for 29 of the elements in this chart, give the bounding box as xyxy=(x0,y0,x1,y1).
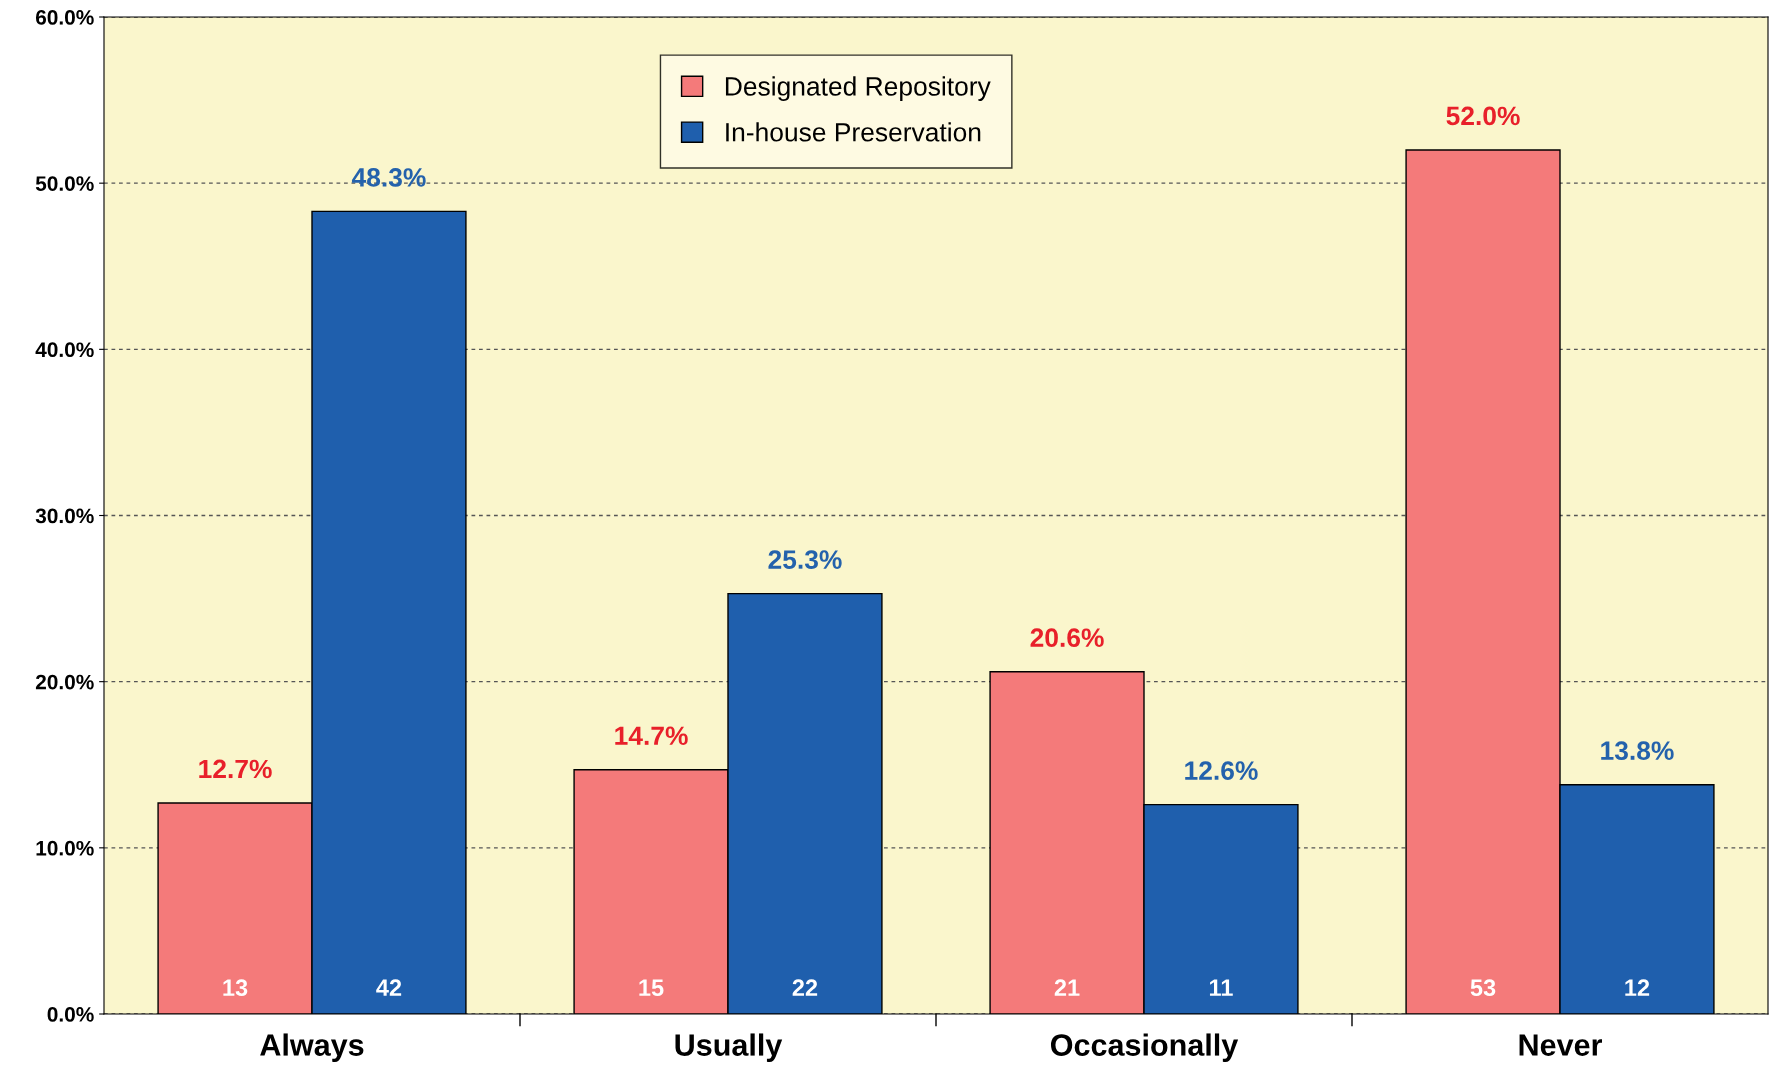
annotation: 42 xyxy=(376,979,402,996)
data-label: 12.7% xyxy=(199,759,272,779)
annotation: 53 xyxy=(1470,979,1496,997)
annotation: 12 xyxy=(1625,979,1650,996)
data-label: 13.8% xyxy=(1601,741,1674,761)
data-label: 14.7% xyxy=(615,726,688,746)
annotation: 22 xyxy=(792,979,818,996)
legend-label: Designated Repository xyxy=(725,76,991,101)
x-tick-label: Never xyxy=(1519,1034,1603,1056)
data-label: 12.6% xyxy=(1185,761,1258,780)
data-label: 52.0% xyxy=(1446,106,1520,126)
y-tick-label: 40.0% xyxy=(35,342,94,358)
annotation: 15 xyxy=(639,979,664,997)
x-tick-label: Occasionally xyxy=(1051,1033,1239,1062)
annotation: 21 xyxy=(1054,979,1080,996)
legend-label: In-house Preservation xyxy=(726,122,981,142)
annotation: 13 xyxy=(223,979,248,997)
y-tick-label: 30.0% xyxy=(35,508,94,524)
y-tick-label: 50.0% xyxy=(35,176,94,191)
y-tick-label: 0.0% xyxy=(47,1007,94,1022)
x-tick-label: Always xyxy=(260,1033,364,1062)
y-tick-label: 10.0% xyxy=(36,840,94,856)
annotation: 11 xyxy=(1209,979,1233,996)
y-tick-label: 60.0% xyxy=(35,10,94,25)
x-tick-label: Usually xyxy=(675,1033,783,1062)
data-label: 20.6% xyxy=(1030,628,1104,648)
data-label: 48.3% xyxy=(351,168,426,187)
y-tick-label: 20.0% xyxy=(35,674,94,690)
data-label: 25.3% xyxy=(768,550,842,569)
